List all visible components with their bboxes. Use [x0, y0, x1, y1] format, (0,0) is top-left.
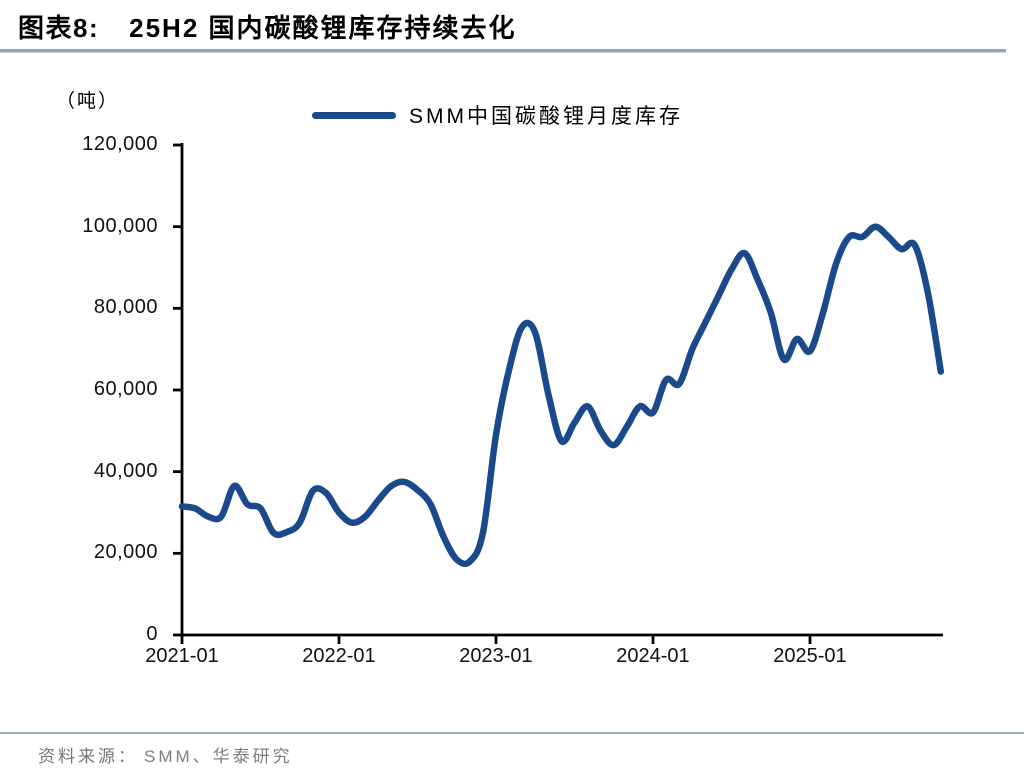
- chart-legend: SMM中国碳酸锂月度库存: [312, 100, 683, 130]
- series-line-smm-inventory: [178, 223, 945, 568]
- chart-axes: [180, 143, 943, 637]
- footer-divider: [0, 732, 1024, 734]
- x-tick-label: 2021-01: [145, 645, 219, 667]
- y-axis-unit-label: （吨）: [56, 91, 120, 112]
- y-tick-label: 20,000: [93, 541, 158, 564]
- source-text: SMM、华泰研究: [144, 747, 293, 766]
- figure-title: 25H2 国内碳酸锂库存持续去化: [129, 13, 517, 43]
- figure-header: 图表8: 25H2 国内碳酸锂库存持续去化: [18, 8, 517, 45]
- source-label: 资料来源：: [38, 747, 138, 766]
- x-tick-label: 2022-01: [302, 645, 376, 667]
- figure-tag: 图表8:: [18, 13, 100, 43]
- title-divider: [0, 49, 1006, 53]
- y-tick-label: 0: [146, 623, 158, 645]
- y-tick-label: 60,000: [93, 378, 158, 400]
- x-tick-label: 2025-01: [773, 645, 847, 667]
- y-tick-label: 80,000: [93, 296, 158, 319]
- legend-line-swatch: [312, 111, 396, 119]
- y-tick-label: 40,000: [93, 459, 158, 482]
- y-tick-label: 120,000: [82, 133, 158, 155]
- y-tick-label: 100,000: [82, 214, 158, 237]
- x-tick-label: 2024-01: [616, 645, 690, 667]
- source-note: 资料来源： SMM、华泰研究: [38, 742, 293, 767]
- x-tick-label: 2023-01: [459, 645, 533, 667]
- legend-series-label: SMM中国碳酸锂月度库存: [409, 105, 683, 128]
